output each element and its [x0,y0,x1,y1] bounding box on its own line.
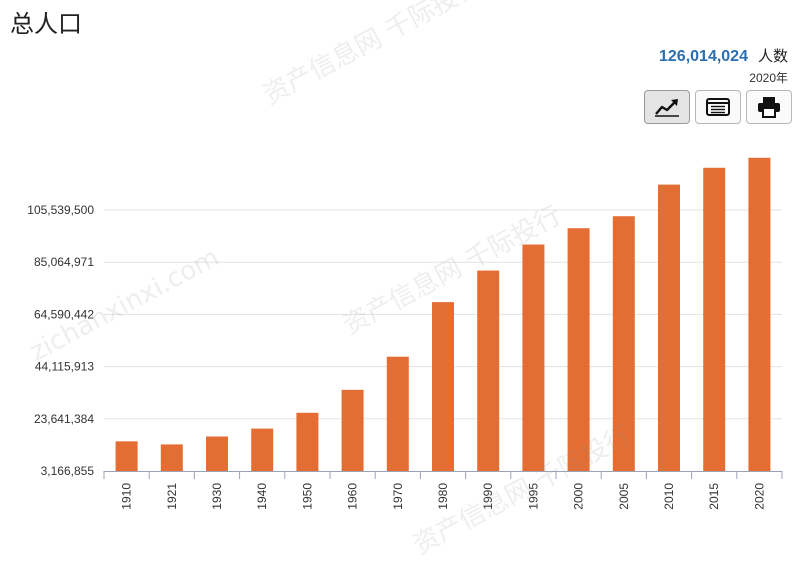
x-tick-label: 2000 [572,483,586,510]
x-tick-label: 2005 [617,483,631,510]
x-tick-label: 2015 [707,483,721,510]
bar-1910[interactable] [115,441,138,471]
y-tick-label: 3,166,855 [41,464,95,478]
x-tick-label: 1921 [165,483,179,510]
bar-1940[interactable] [251,428,274,471]
population-stat: 126,014,024 人数 2020年 [659,46,788,86]
bar-2005[interactable] [612,216,635,471]
bar-1980[interactable] [432,302,454,471]
bar-2015[interactable] [703,167,726,471]
y-tick-label: 44,115,913 [35,360,94,374]
bar-1950[interactable] [296,412,319,471]
print-icon [758,97,780,118]
bar-1960[interactable] [341,389,364,471]
bar-2000[interactable] [567,228,590,471]
line-chart-button[interactable] [644,90,690,124]
x-tick-label: 2010 [662,483,676,510]
page-title: 总人口 [10,10,82,38]
table-icon [706,98,730,116]
chart-toolbar [644,90,792,124]
x-tick-label: 1960 [346,483,360,510]
bar-1995[interactable] [522,244,545,471]
stat-year: 2020年 [749,71,788,85]
population-value: 126,014,024 [659,48,748,65]
y-tick-label: 105,539,500 [27,203,94,217]
bar-1990[interactable] [477,270,500,471]
print-button[interactable] [746,90,792,124]
bar-1921[interactable] [160,444,183,471]
x-tick-label: 1950 [300,483,314,510]
bar-1930[interactable] [206,436,228,471]
y-tick-label: 23,641,384 [34,412,94,426]
x-tick-label: 1990 [481,483,495,510]
x-tick-label: 1910 [120,483,134,510]
line-chart-icon [655,99,679,117]
bar-2010[interactable] [658,184,680,472]
y-tick-label: 64,590,442 [34,307,94,321]
x-tick-label: 1940 [255,483,269,510]
x-tick-label: 1980 [436,483,450,510]
y-tick-label: 85,064,971 [34,255,94,269]
x-tick-label: 1995 [526,483,540,510]
bar-1970[interactable] [386,356,409,471]
table-view-button[interactable] [695,90,741,124]
x-tick-label: 2020 [752,483,766,510]
population-bar-chart: 3,166,855 23,641,384 44,115,913 64,590,442 8… [27,157,783,510]
population-unit: 人数 [757,47,788,65]
bar-2020[interactable] [748,157,771,471]
x-tick-label: 1970 [391,483,405,510]
x-tick-label: 1930 [210,483,224,510]
